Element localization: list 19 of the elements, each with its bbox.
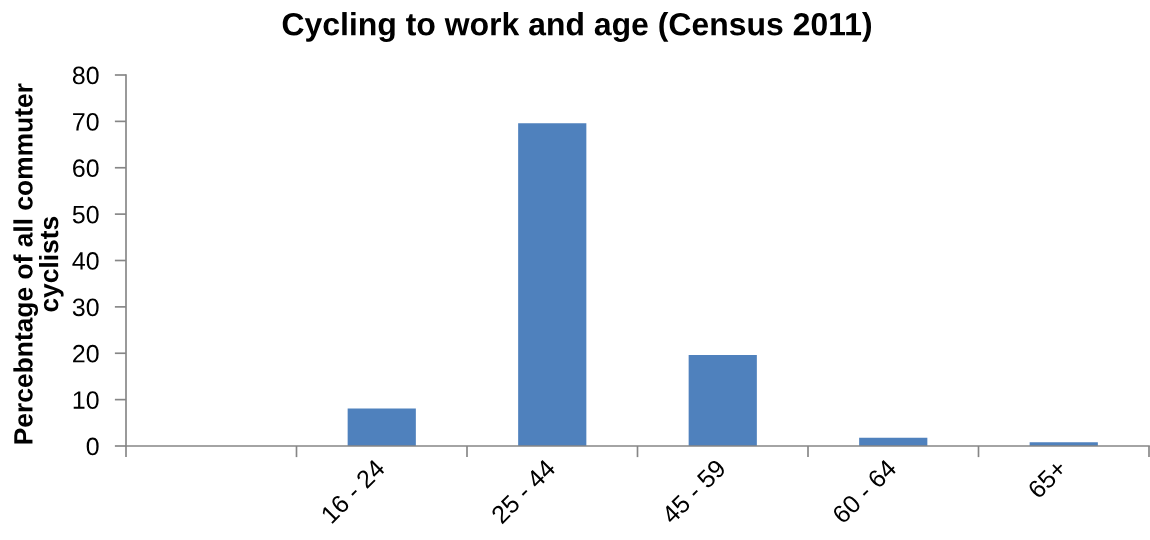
y-tick-label: 80 <box>72 66 99 85</box>
bar <box>518 123 587 446</box>
bar <box>688 355 757 446</box>
bar <box>347 408 416 446</box>
y-tick-label: 30 <box>72 298 99 317</box>
x-tick-label: 60 - 64 <box>831 458 898 525</box>
y-tick-label: 0 <box>86 437 99 456</box>
y-tick-label: 70 <box>73 112 99 131</box>
y-axis-title: Percebntage of all commuter cyclists <box>13 83 64 444</box>
y-tick-label: 60 <box>73 159 99 178</box>
y-tick-label: 50 <box>72 205 99 224</box>
x-tick-label: 16 - 24 <box>320 458 386 524</box>
x-tick-label: 65+ <box>1026 458 1068 500</box>
y-tick-label: 20 <box>73 344 99 363</box>
x-tick-label: 25 - 44 <box>490 458 557 525</box>
y-tick-label: 40 <box>72 252 99 270</box>
y-tick-label: 10 <box>73 391 99 409</box>
chart-title: Cycling to work and age (Census 2011) <box>282 12 872 42</box>
x-tick-label: 45 - 59 <box>660 458 727 525</box>
